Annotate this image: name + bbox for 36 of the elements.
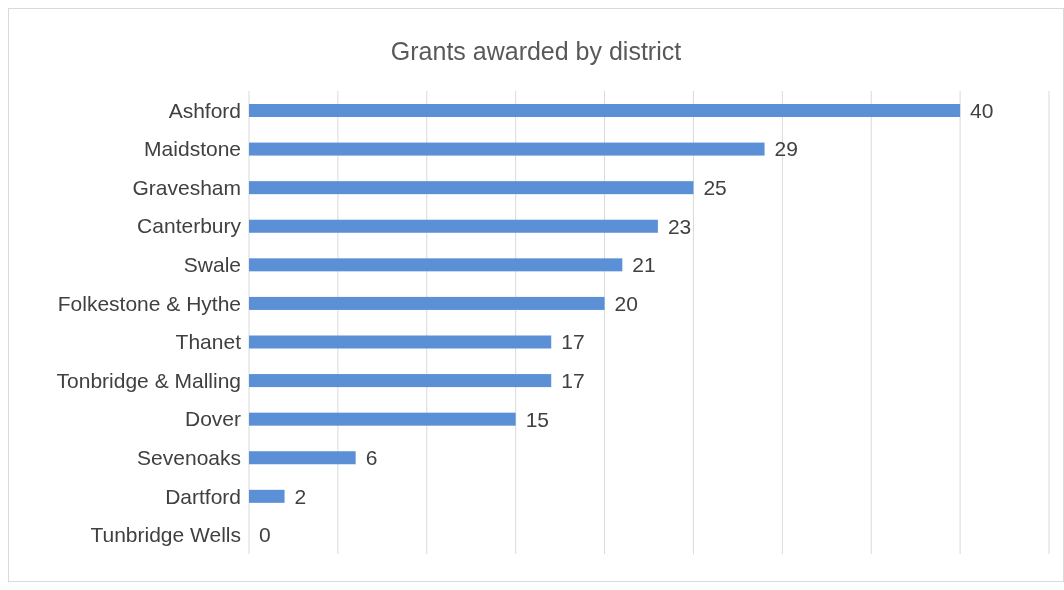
y-tick-label: Thanet — [175, 330, 242, 354]
data-label: 17 — [561, 330, 585, 354]
bar — [249, 296, 605, 310]
y-tick-label: Tunbridge Wells — [90, 523, 241, 547]
y-tick-label: Tonbridge & Malling — [56, 368, 241, 392]
y-tick-label: Sevenoaks — [137, 446, 241, 469]
data-label: 40 — [970, 98, 994, 122]
data-label: 6 — [365, 446, 378, 470]
data-label: 2 — [294, 484, 307, 508]
bar — [249, 335, 552, 349]
bar — [249, 142, 765, 156]
bar — [249, 412, 516, 426]
data-label: 29 — [774, 137, 798, 161]
y-tick-label: Dartford — [165, 484, 241, 508]
y-tick-label: Folkestone & Hythe — [57, 291, 241, 315]
y-tick-label: Canterbury — [137, 214, 242, 238]
y-tick-label: Swale — [183, 253, 241, 277]
bar — [249, 451, 356, 465]
data-label: 23 — [667, 214, 692, 238]
chart-title: Grants awarded by district — [389, 36, 683, 67]
bar — [249, 219, 658, 233]
data-label: 25 — [703, 176, 727, 200]
bar — [249, 104, 961, 117]
bar — [249, 181, 694, 195]
data-label: 20 — [614, 291, 638, 315]
bar — [249, 489, 285, 503]
bar — [249, 374, 552, 388]
y-tick-label: Dover — [184, 407, 241, 431]
y-tick-label: Maidstone — [144, 137, 241, 161]
data-label: 21 — [632, 253, 656, 277]
data-label: 0 — [259, 523, 271, 547]
data-label: 17 — [561, 368, 585, 392]
y-tick-label: Ashford — [168, 98, 241, 122]
y-tick-label: Gravesham — [132, 175, 241, 199]
bar — [249, 258, 623, 272]
data-label: 15 — [525, 407, 550, 431]
